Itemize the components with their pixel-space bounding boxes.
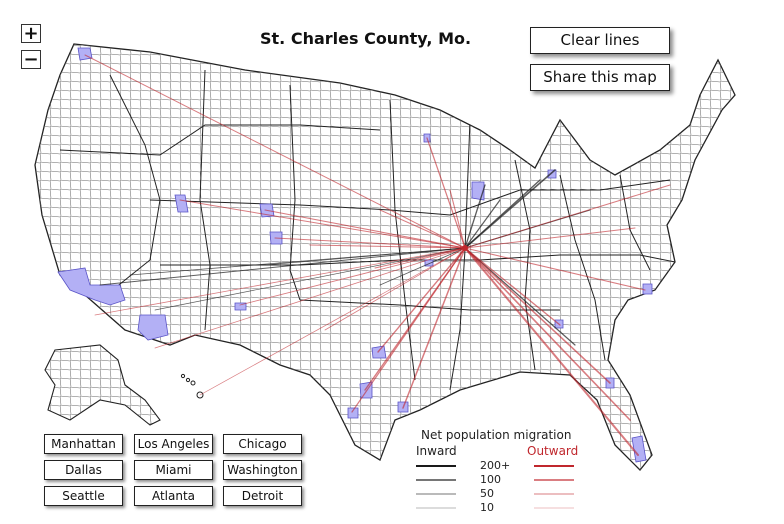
legend-row: 50 bbox=[416, 487, 578, 500]
legend-row: 10 bbox=[416, 501, 578, 514]
city-button-atlanta[interactable]: Atlanta bbox=[134, 486, 213, 506]
city-button-manhattan[interactable]: Manhattan bbox=[44, 434, 123, 454]
zoom-in-button[interactable]: + bbox=[21, 24, 41, 43]
inward-lines bbox=[99, 169, 591, 346]
outward-lines bbox=[84, 54, 671, 456]
clear-lines-button[interactable]: Clear lines bbox=[530, 27, 670, 54]
legend-level: 200+ bbox=[480, 459, 511, 472]
city-button-seattle[interactable]: Seattle bbox=[44, 486, 123, 506]
legend-level: 100 bbox=[480, 473, 501, 486]
origin-marker bbox=[462, 245, 468, 251]
share-map-button[interactable]: Share this map bbox=[530, 64, 670, 91]
legend-outward-label: Outward bbox=[527, 444, 579, 458]
alaska bbox=[44, 344, 161, 426]
highlighted-counties bbox=[57, 47, 653, 463]
legend-row: 200+ bbox=[416, 459, 578, 472]
legend-row: 100 bbox=[416, 473, 578, 486]
legend-inward-label: Inward bbox=[416, 444, 457, 458]
city-button-detroit[interactable]: Detroit bbox=[223, 486, 302, 506]
map-title: St. Charles County, Mo. bbox=[260, 29, 472, 48]
city-button-washington[interactable]: Washington bbox=[223, 460, 302, 480]
legend-level: 50 bbox=[480, 487, 494, 500]
zoom-out-button[interactable]: − bbox=[21, 50, 41, 69]
city-button-los-angeles[interactable]: Los Angeles bbox=[134, 434, 213, 454]
hawaii bbox=[180, 373, 204, 399]
city-button-miami[interactable]: Miami bbox=[134, 460, 213, 480]
city-button-chicago[interactable]: Chicago bbox=[223, 434, 302, 454]
city-button-dallas[interactable]: Dallas bbox=[44, 460, 123, 480]
legend-title: Net population migration bbox=[421, 428, 572, 442]
legend-lines bbox=[416, 465, 574, 509]
legend-level: 10 bbox=[480, 501, 494, 514]
migration-lines bbox=[84, 54, 671, 456]
